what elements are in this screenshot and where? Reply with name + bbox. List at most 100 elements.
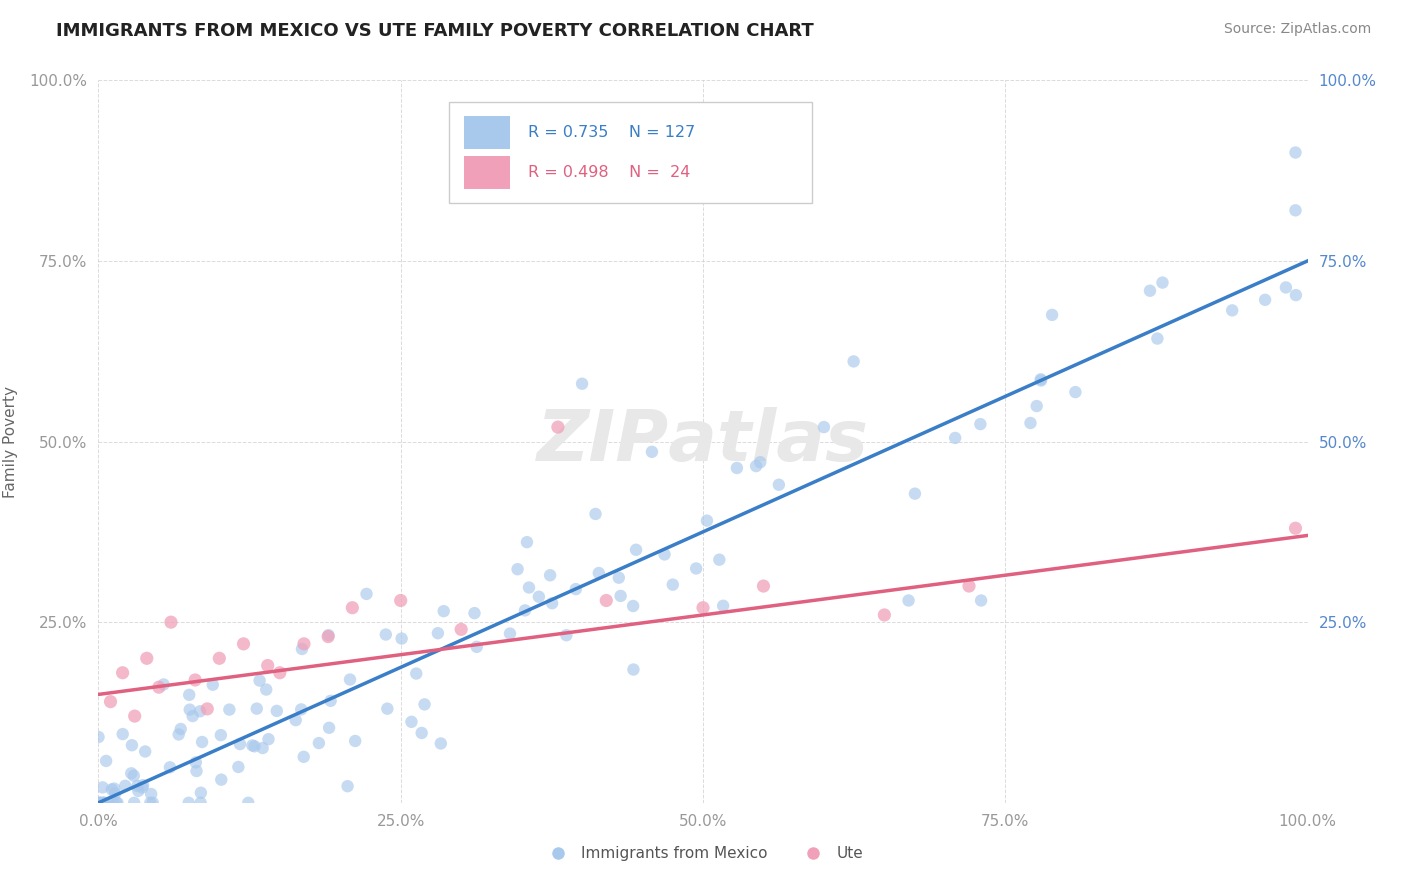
Point [186, 764, 208, 778]
Point [506, 562, 529, 576]
Point [1285, 288, 1308, 302]
Point [1284, 521, 1306, 535]
Point [555, 628, 578, 642]
Point [1275, 280, 1298, 294]
Point [685, 561, 707, 575]
Point [1064, 385, 1087, 400]
Point [375, 701, 398, 715]
Point [711, 599, 734, 613]
Text: IMMIGRANTS FROM MEXICO VS UTE FAMILY POVERTY CORRELATION CHART: IMMIGRANTS FROM MEXICO VS UTE FAMILY POV… [56, 22, 814, 40]
Point [316, 630, 339, 644]
Text: Source: ZipAtlas.com: Source: ZipAtlas.com [1223, 22, 1371, 37]
Point [547, 420, 569, 434]
Point [465, 640, 488, 654]
Point [191, 735, 214, 749]
Point [127, 779, 149, 793]
Point [745, 459, 768, 474]
Point [356, 587, 378, 601]
Point [105, 796, 128, 810]
Text: R = 0.735    N = 127: R = 0.735 N = 127 [527, 125, 695, 140]
Point [516, 535, 538, 549]
Point [318, 721, 340, 735]
Point [238, 796, 260, 810]
Point [749, 455, 772, 469]
Point [284, 713, 307, 727]
Point [124, 709, 146, 723]
Point [413, 698, 436, 712]
Point [692, 600, 714, 615]
Point [426, 626, 449, 640]
Point [93, 796, 115, 810]
Point [246, 701, 269, 715]
Point [969, 417, 991, 431]
Point [142, 796, 165, 810]
Point [252, 741, 274, 756]
Point [308, 736, 330, 750]
Point [499, 626, 522, 640]
Y-axis label: Family Poverty: Family Poverty [3, 385, 18, 498]
Point [1284, 145, 1306, 160]
Point [813, 420, 835, 434]
Point [170, 722, 193, 736]
Point [342, 600, 364, 615]
Point [229, 737, 252, 751]
Point [291, 642, 314, 657]
Point [292, 749, 315, 764]
Point [249, 673, 271, 688]
Point [588, 566, 610, 580]
Point [167, 727, 190, 741]
Point [266, 704, 288, 718]
Point [184, 756, 207, 770]
Point [1220, 303, 1243, 318]
Point [1146, 332, 1168, 346]
Legend: Immigrants from Mexico, Ute: Immigrants from Mexico, Ute [537, 840, 869, 867]
Point [1254, 293, 1277, 307]
Point [243, 739, 266, 754]
Point [391, 632, 413, 646]
Point [709, 552, 731, 566]
Point [188, 704, 211, 718]
Point [290, 702, 312, 716]
Point [641, 445, 664, 459]
FancyBboxPatch shape [449, 102, 811, 203]
Point [181, 709, 204, 723]
Point [538, 568, 561, 582]
Point [111, 665, 134, 680]
Point [292, 637, 315, 651]
Point [904, 486, 927, 500]
Point [1284, 203, 1306, 218]
Point [159, 760, 181, 774]
Point [344, 734, 367, 748]
Point [661, 577, 683, 591]
Point [609, 589, 631, 603]
Point [114, 779, 136, 793]
Point [463, 606, 485, 620]
Point [897, 593, 920, 607]
Point [201, 678, 224, 692]
Point [513, 603, 536, 617]
Point [527, 590, 550, 604]
Point [768, 477, 790, 491]
Point [190, 796, 212, 810]
Point [1029, 374, 1052, 388]
Point [696, 514, 718, 528]
Point [122, 769, 145, 783]
FancyBboxPatch shape [464, 117, 509, 149]
Point [100, 782, 122, 797]
Point [374, 627, 396, 641]
Point [91, 796, 114, 810]
Point [401, 714, 423, 729]
Point [1025, 399, 1047, 413]
Point [131, 780, 153, 795]
Point [405, 666, 427, 681]
Point [104, 787, 127, 801]
Point [957, 579, 980, 593]
Point [430, 736, 453, 750]
FancyBboxPatch shape [464, 156, 509, 189]
Point [152, 677, 174, 691]
Point [228, 760, 250, 774]
Point [842, 354, 865, 368]
Point [195, 702, 218, 716]
Point [89, 796, 111, 810]
Point [943, 431, 966, 445]
